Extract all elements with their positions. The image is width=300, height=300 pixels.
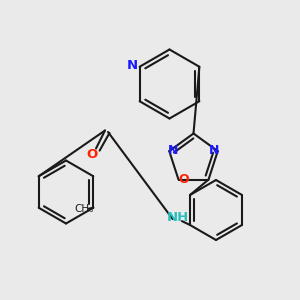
Text: NH: NH <box>167 211 189 224</box>
Text: N: N <box>168 144 178 157</box>
Text: CH₃: CH₃ <box>75 204 94 214</box>
Text: N: N <box>209 144 219 157</box>
Text: N: N <box>127 59 138 72</box>
Text: O: O <box>178 173 189 186</box>
Text: O: O <box>86 148 98 161</box>
